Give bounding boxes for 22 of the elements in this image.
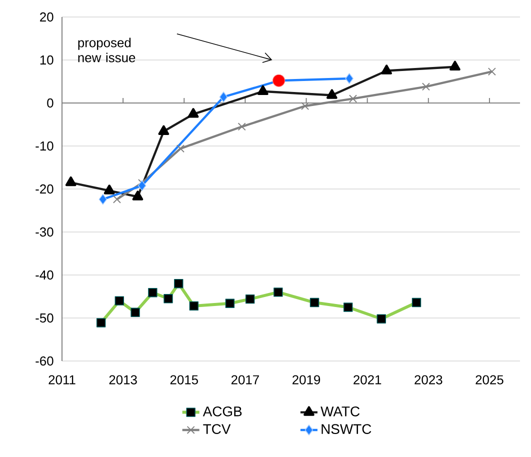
- x-tick-label: 2025: [476, 375, 504, 384]
- legend-label: ACGB: [202, 406, 242, 416]
- y-tick-label: -60: [36, 356, 54, 366]
- y-tick-label: -50: [36, 313, 54, 323]
- legend-label: NSWTC: [322, 424, 372, 434]
- y-tick-label: -20: [36, 184, 54, 194]
- x-tick-label: 2017: [231, 375, 259, 384]
- y-tick-label: -30: [36, 227, 54, 237]
- x-tick-label: 2015: [170, 375, 198, 384]
- legend-label: WATC: [320, 406, 360, 416]
- y-tick-label: -10: [36, 141, 54, 151]
- annotation: proposed new issue: [78, 38, 136, 62]
- legend-label: TCV: [203, 424, 231, 434]
- x-tick-label: 2023: [414, 375, 442, 384]
- x-tick-label: 2013: [109, 375, 137, 384]
- y-tick-label: 10: [40, 55, 54, 65]
- x-tick-label: 2019: [292, 375, 320, 384]
- x-tick-label: 2011: [48, 375, 76, 384]
- x-tick-label: 2021: [354, 375, 382, 384]
- y-tick-label: -40: [36, 270, 54, 280]
- y-tick-label: 20: [40, 12, 54, 22]
- y-tick-label: 0: [47, 98, 54, 108]
